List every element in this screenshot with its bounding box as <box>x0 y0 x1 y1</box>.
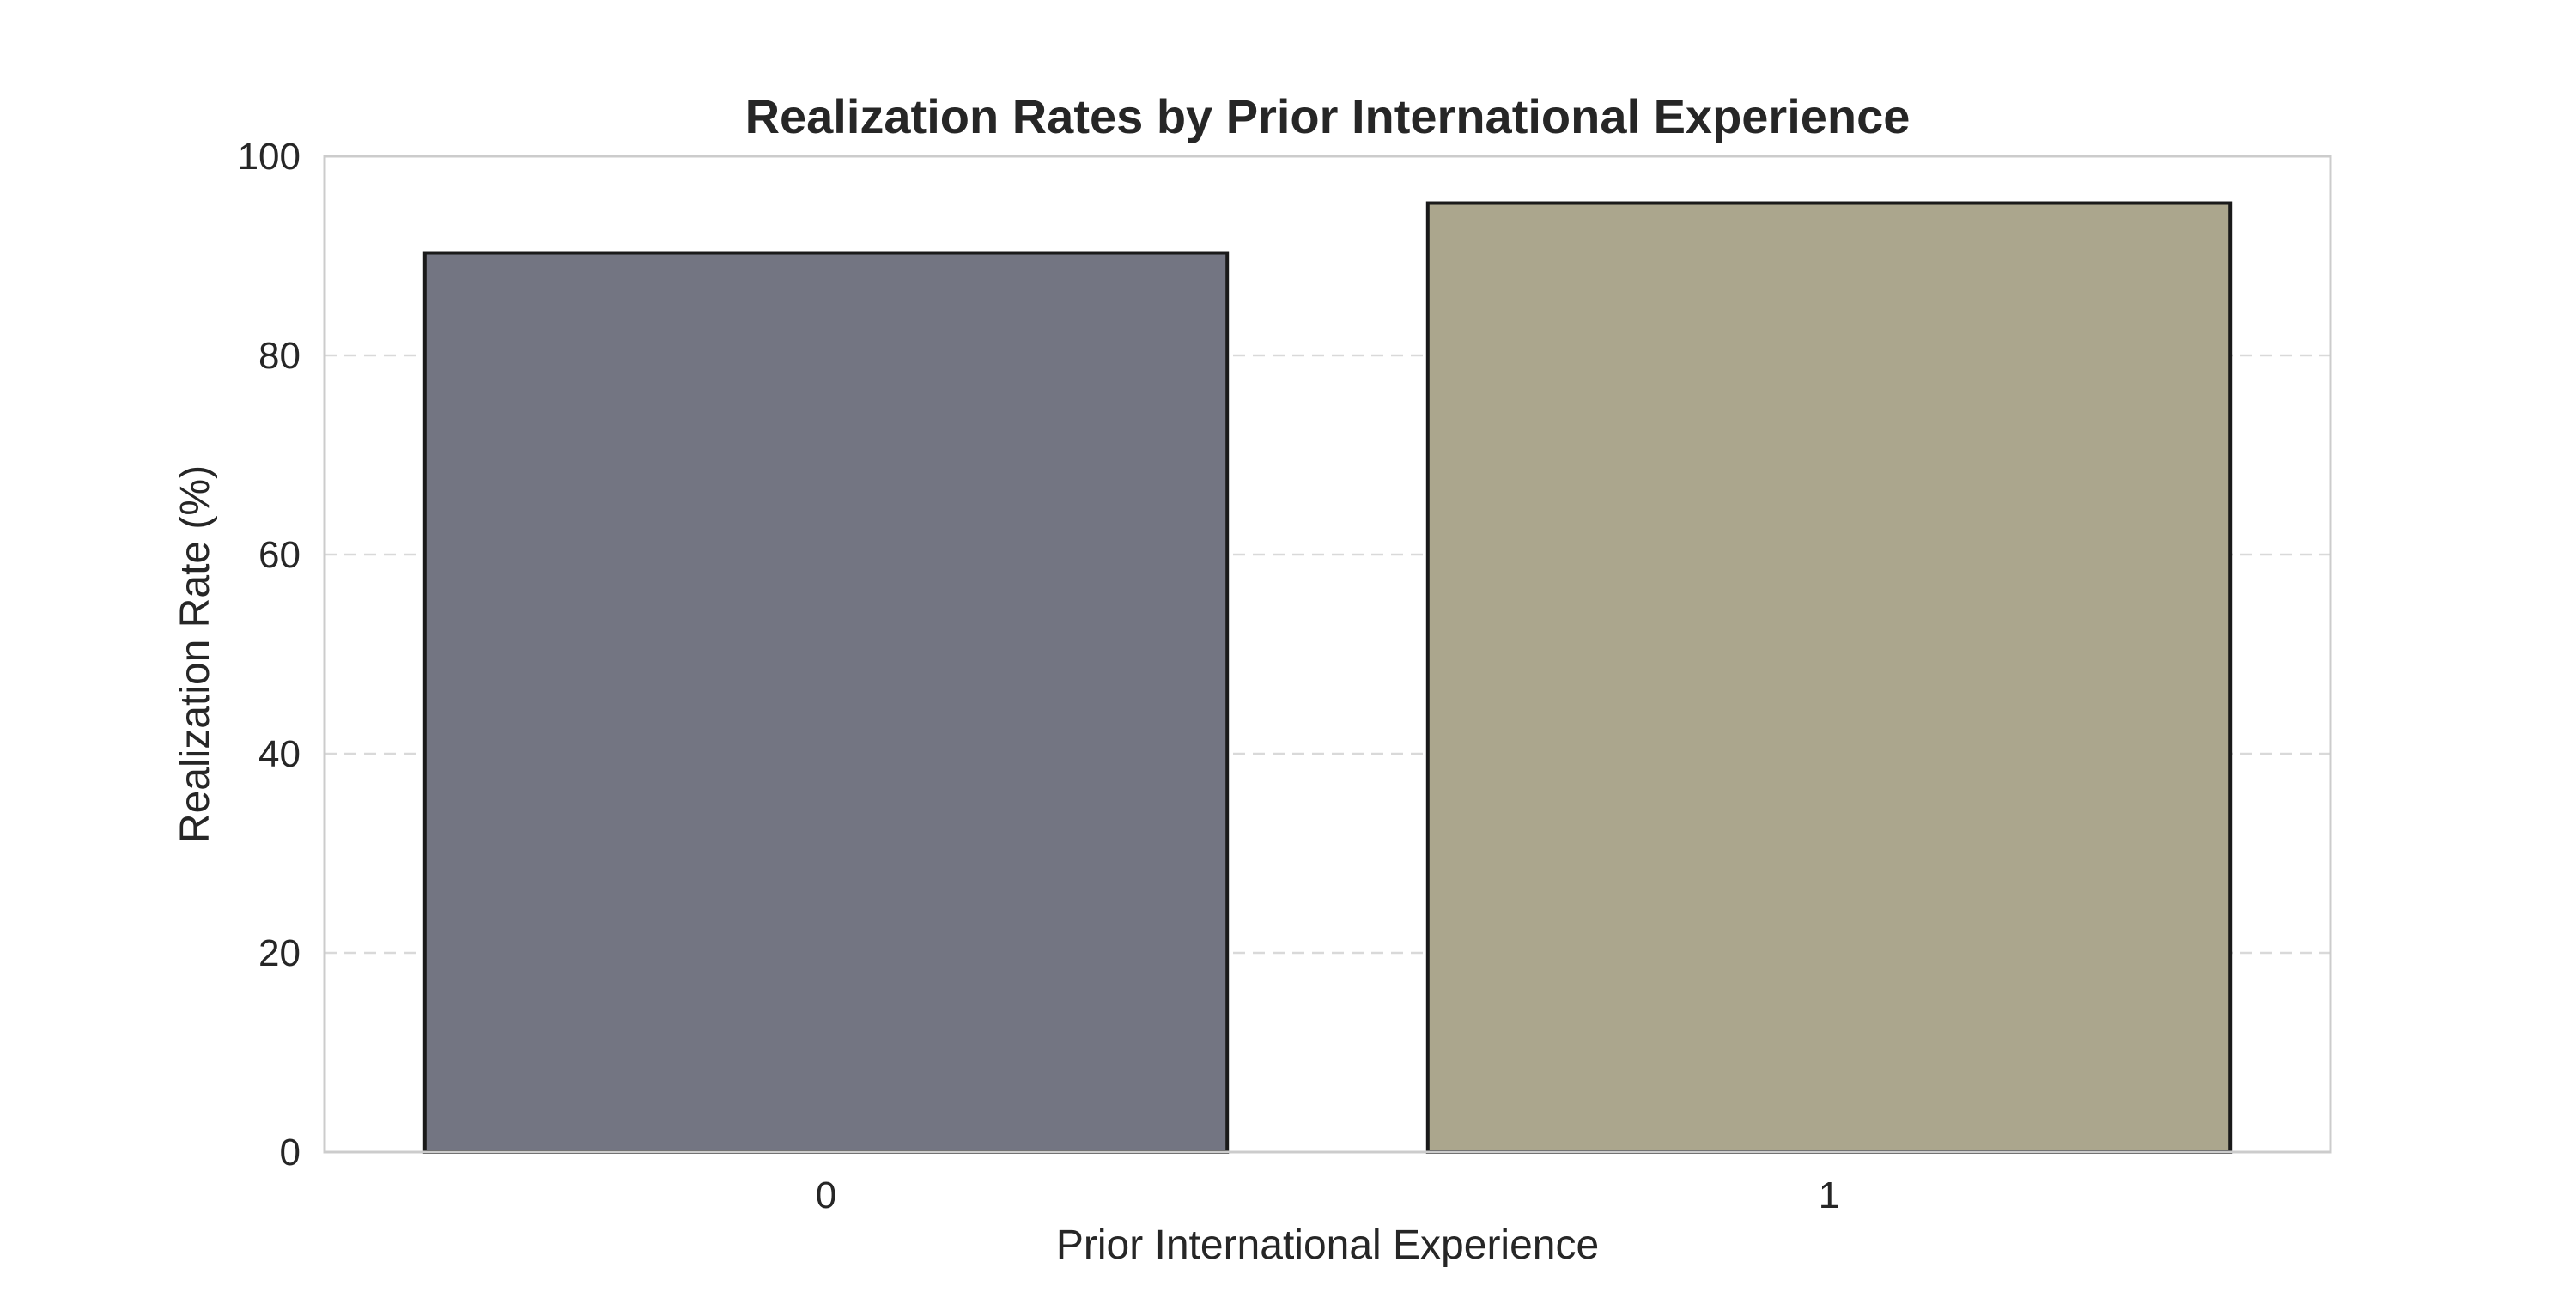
y-tick-label: 40 <box>258 733 301 775</box>
x-tick-label: 1 <box>1819 1174 1839 1216</box>
bar-1 <box>1425 201 2233 1154</box>
chart-title: Realization Rates by Prior International… <box>745 89 1911 143</box>
y-axis-ticks: 0 20 40 60 80 100 <box>238 136 301 1174</box>
x-tick-label: 0 <box>816 1174 836 1216</box>
y-tick-label: 60 <box>258 534 301 576</box>
x-axis-label: Prior International Experience <box>1056 1222 1599 1268</box>
bar-0 <box>422 251 1230 1154</box>
bars <box>422 201 2233 1154</box>
y-tick-label: 20 <box>258 932 301 974</box>
y-tick-label: 80 <box>258 335 301 377</box>
plot-frame <box>323 155 2332 1154</box>
y-tick-label: 100 <box>238 136 301 178</box>
y-axis-label: Realization Rate (%) <box>173 465 218 843</box>
y-tick-label: 0 <box>280 1131 301 1174</box>
